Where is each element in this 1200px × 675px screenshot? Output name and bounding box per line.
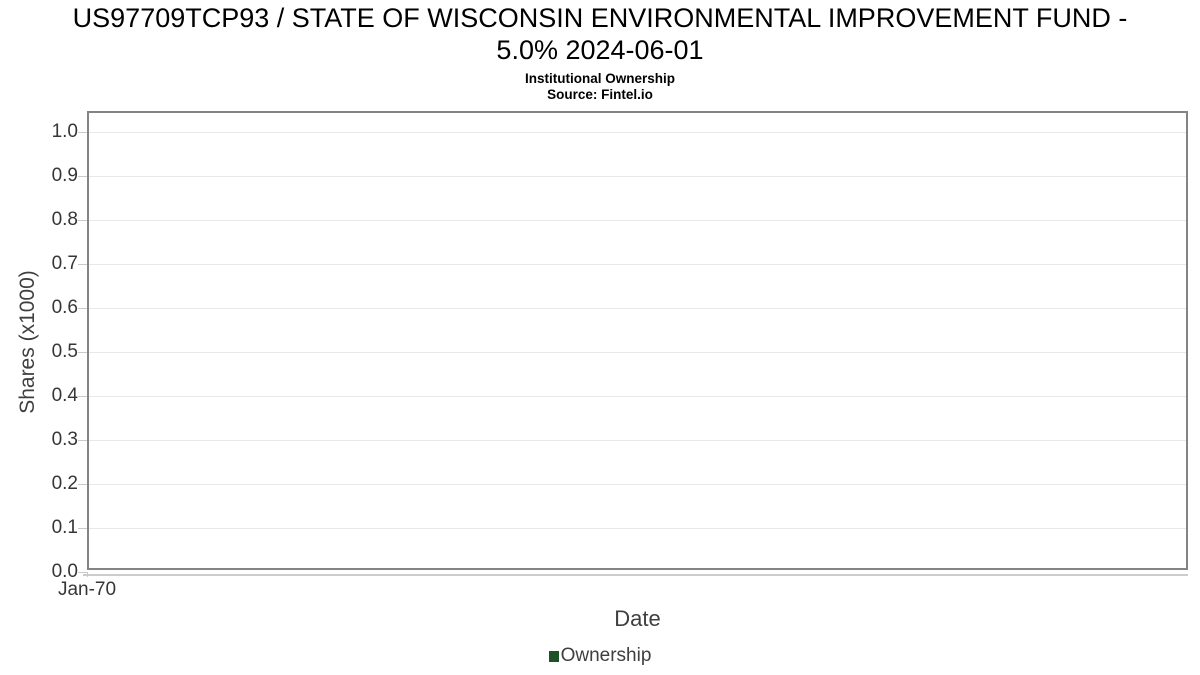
gridline-y-0.4 — [89, 396, 1186, 397]
y-tick-label-0.5: 0.5 — [51, 341, 78, 362]
gridline-y-1.0 — [89, 132, 1186, 133]
gridline-y-0.8 — [89, 220, 1186, 221]
y-tick-label-0.7: 0.7 — [51, 253, 78, 274]
y-tick-mark-0.8 — [78, 220, 87, 221]
legend-marker-icon — [548, 650, 559, 662]
y-tick-label-0.0: 0.0 — [51, 561, 78, 582]
y-tick-label-0.3: 0.3 — [51, 429, 78, 450]
legend-label: Ownership — [560, 645, 652, 666]
y-tick-mark-0.0 — [78, 572, 87, 573]
y-tick-mark-0.9 — [78, 176, 87, 177]
gridline-y-0.3 — [89, 440, 1186, 441]
gridline-y-0.6 — [89, 308, 1186, 309]
y-tick-mark-0.4 — [78, 396, 87, 397]
y-tick-label-0.4: 0.4 — [51, 385, 78, 406]
y-tick-mark-0.1 — [78, 528, 87, 529]
chart-header: US97709TCP93 / STATE OF WISCONSIN ENVIRO… — [0, 2, 1200, 103]
y-tick-mark-1.0 — [78, 132, 87, 133]
gridline-y-0.9 — [89, 176, 1186, 177]
legend: Ownership — [0, 645, 1200, 667]
chart-source: Source: Fintel.io — [547, 87, 653, 102]
y-tick-mark-0.2 — [78, 484, 87, 485]
y-tick-mark-0.5 — [78, 352, 87, 353]
y-tick-mark-0.7 — [78, 264, 87, 265]
gridline-y-0.7 — [89, 264, 1186, 265]
gridline-y-0.5 — [89, 352, 1186, 353]
gridline-y-0.2 — [89, 484, 1186, 485]
y-tick-label-0.1: 0.1 — [51, 517, 78, 538]
y-tick-label-0.2: 0.2 — [51, 473, 78, 494]
y-tick-mark-0.6 — [78, 308, 87, 309]
y-tick-mark-0.3 — [78, 440, 87, 441]
chart-title-line-1: US97709TCP93 / STATE OF WISCONSIN ENVIRO… — [72, 3, 1128, 33]
legend-item-ownership[interactable]: Ownership — [548, 645, 652, 667]
chart-subtitle: Institutional Ownership — [524, 71, 675, 86]
y-tick-label-0.6: 0.6 — [51, 297, 78, 318]
chart-title-line-2: 5.0% 2024-06-01 — [496, 35, 704, 65]
y-tick-label-1.0: 1.0 — [51, 121, 78, 142]
x-tick-label-Jan-70: Jan-70 — [57, 579, 117, 600]
gridline-y-0.1 — [89, 528, 1186, 529]
y-tick-label-0.9: 0.9 — [51, 165, 78, 186]
x-axis-title: Date — [614, 606, 661, 631]
y-tick-label-0.8: 0.8 — [51, 209, 78, 230]
x-axis-line — [83, 574, 1188, 576]
plot-area — [87, 111, 1188, 570]
x-tick-mark-Jan-70 — [87, 572, 88, 577]
